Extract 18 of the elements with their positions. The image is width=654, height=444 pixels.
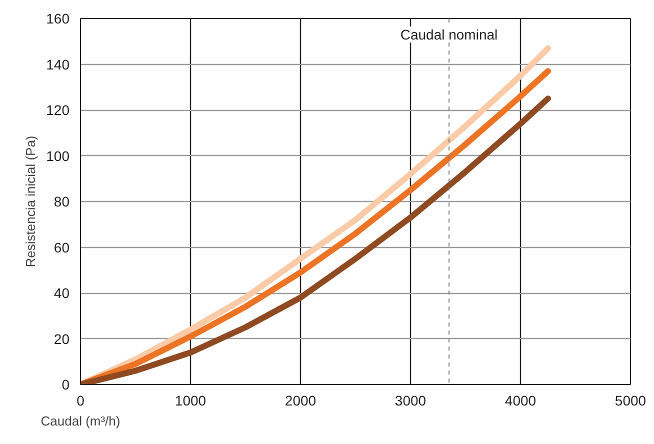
y-tick-label: 120 xyxy=(46,102,70,118)
x-tick-label: 1000 xyxy=(174,392,206,408)
y-tick-label: 140 xyxy=(46,56,70,72)
ref-line-label: Caudal nominal xyxy=(400,26,498,42)
y-tick-label: 20 xyxy=(54,330,70,347)
x-tick-label: 2000 xyxy=(284,392,316,408)
x-tick-label: 3000 xyxy=(394,392,426,408)
y-tick-label: 160 xyxy=(46,10,70,26)
x-tick-label: 4000 xyxy=(504,392,536,408)
y-tick-label: 0 xyxy=(62,376,70,392)
x-axis-title: Caudal (m³/h) xyxy=(40,414,120,428)
x-tick-label: 5000 xyxy=(614,392,646,408)
y-axis-title: Resistencia inicial (Pa) xyxy=(23,136,38,268)
y-tick-label: 60 xyxy=(54,239,70,256)
y-tick-label: 80 xyxy=(54,194,70,210)
y-tick-label: 100 xyxy=(46,148,70,164)
y-tick-label: 40 xyxy=(54,285,70,301)
x-tick-label: 0 xyxy=(76,392,85,408)
